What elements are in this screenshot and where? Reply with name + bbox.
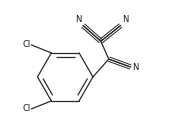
Text: N: N [75, 15, 81, 24]
Text: Cl: Cl [22, 104, 31, 113]
Text: Cl: Cl [22, 41, 31, 49]
Text: N: N [132, 62, 139, 72]
Text: N: N [123, 15, 129, 24]
